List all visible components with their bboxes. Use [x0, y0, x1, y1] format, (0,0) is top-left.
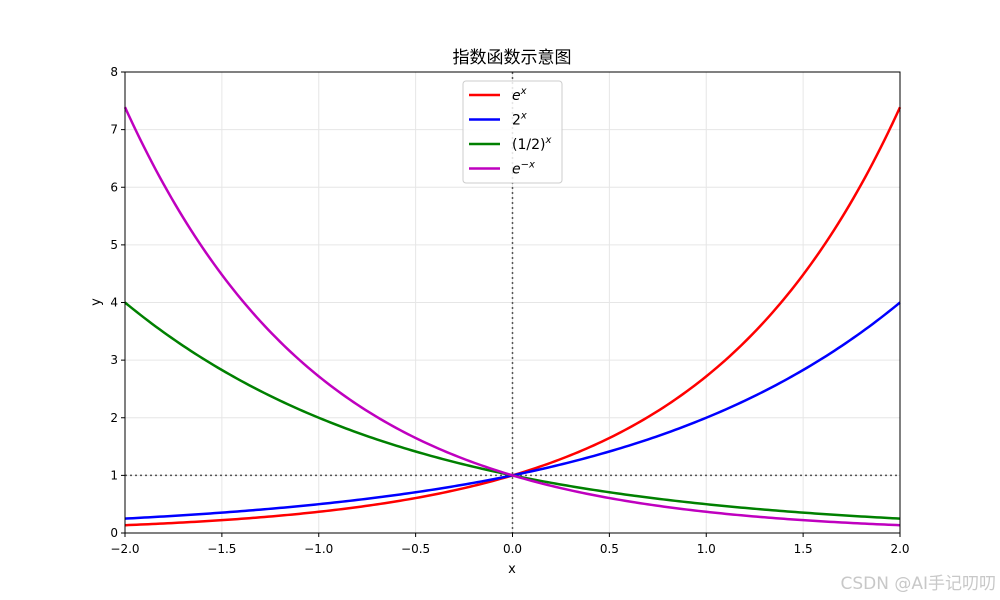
y-tick-label: 7 — [110, 123, 118, 137]
x-axis-label: x — [508, 562, 516, 577]
legend-label: e−x — [512, 160, 535, 178]
y-tick-label: 3 — [110, 353, 118, 367]
y-tick-label: 6 — [110, 180, 118, 194]
legend-label: (1/2)x — [512, 135, 551, 153]
y-tick-label: 4 — [110, 296, 118, 310]
y-tick-label: 2 — [110, 411, 118, 425]
chart-title: 指数函数示意图 — [453, 48, 572, 68]
x-tick-label: 0.5 — [600, 542, 619, 556]
x-tick-label: 0.0 — [503, 542, 522, 556]
legend-label: 2x — [512, 111, 527, 129]
x-axis-ticks: −2.0 −1.5 −1.0 −0.5 0.0 0.5 1.0 1.5 2.0 — [110, 533, 910, 556]
x-tick-label: −1.0 — [304, 542, 333, 556]
y-tick-label: 5 — [110, 238, 118, 252]
legend-box — [462, 80, 563, 184]
legend-label: ex — [512, 86, 527, 104]
x-tick-label: 1.5 — [794, 542, 813, 556]
x-tick-label: 2.0 — [890, 542, 909, 556]
x-tick-label: 1.0 — [697, 542, 716, 556]
watermark: CSDN @AI手记叨叨 — [840, 574, 996, 594]
y-axis-ticks: 0 1 2 3 4 5 6 7 8 — [110, 65, 125, 540]
x-tick-label: −1.5 — [207, 542, 236, 556]
x-tick-label: −0.5 — [401, 542, 430, 556]
legend: ex 2x (1/2)x e−x — [462, 80, 563, 184]
series-line — [123, 106, 901, 527]
y-axis-label: y — [89, 298, 104, 306]
data-series — [123, 106, 902, 527]
y-tick-label: 1 — [110, 468, 118, 482]
y-tick-label: 8 — [110, 65, 118, 79]
y-tick-label: 0 — [110, 526, 118, 540]
x-tick-label: −2.0 — [110, 542, 139, 556]
